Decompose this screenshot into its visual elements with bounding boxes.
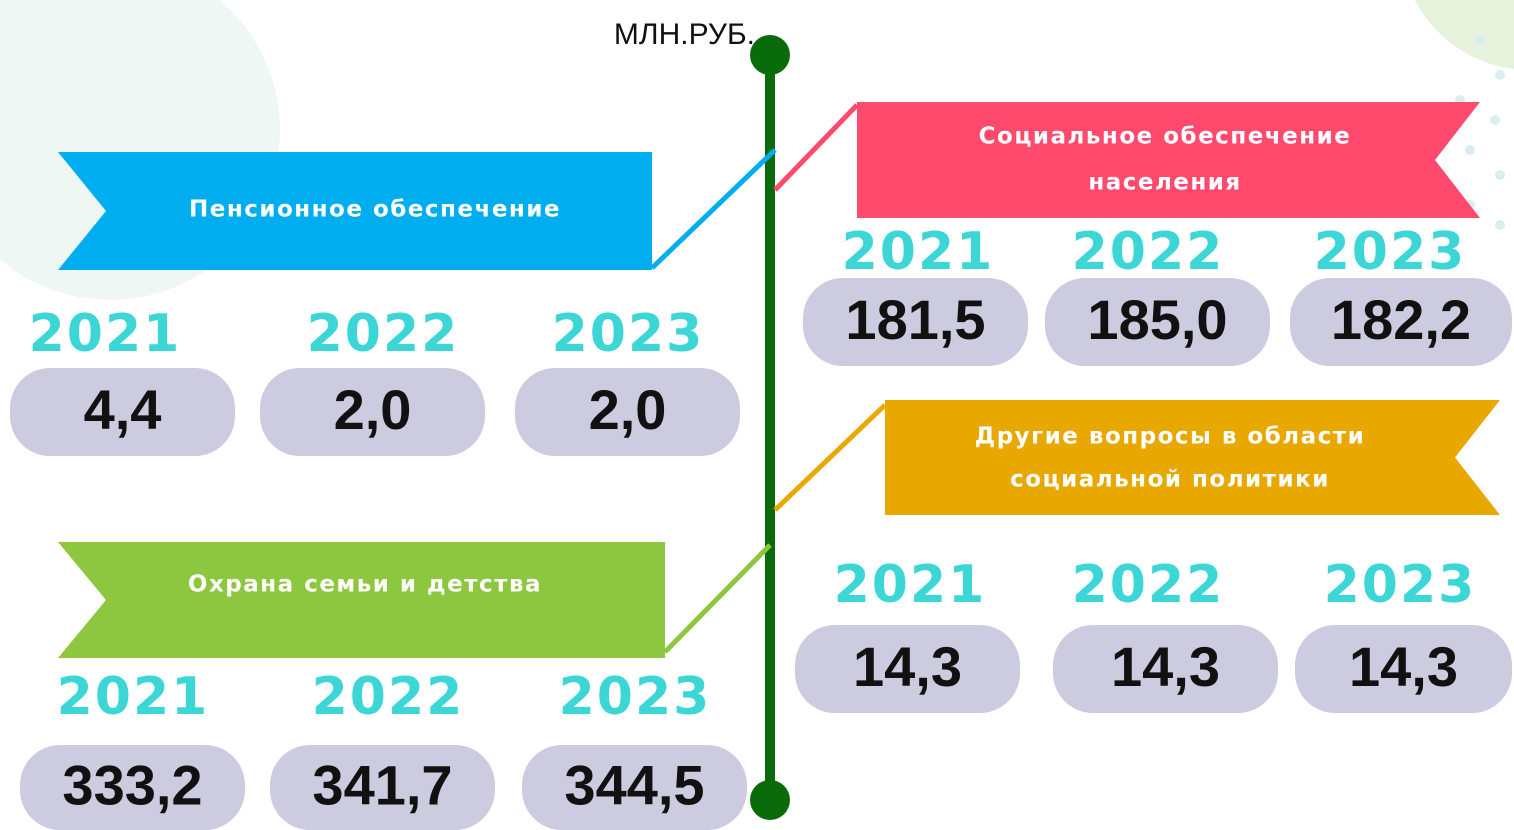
value: 14,3	[1349, 635, 1458, 698]
year: 2021	[834, 555, 987, 615]
year: 2021	[57, 667, 210, 727]
banner	[58, 152, 652, 270]
year: 2023	[559, 667, 712, 727]
value-pill	[10, 368, 235, 456]
year: 2023	[552, 304, 705, 364]
year: 2022	[1072, 222, 1225, 282]
value: 182,2	[1331, 288, 1471, 351]
value-pill	[522, 745, 747, 830]
value-pill	[260, 368, 485, 456]
value-pill	[795, 625, 1020, 713]
timeline	[765, 55, 775, 800]
banner-title: социальной политики	[1010, 467, 1330, 493]
banner-title: Другие вопросы в области	[975, 424, 1366, 450]
connector	[663, 543, 772, 654]
value: 341,7	[312, 753, 452, 816]
timeline-dot	[750, 780, 790, 820]
year: 2022	[307, 304, 460, 364]
unit-label: МЛН.РУБ.	[614, 18, 755, 51]
connector	[773, 403, 887, 512]
value: 181,5	[845, 288, 985, 351]
banner	[885, 400, 1500, 515]
value: 4,4	[84, 378, 162, 441]
value: 344,5	[564, 753, 704, 816]
value: 185,0	[1087, 288, 1227, 351]
value: 14,3	[1111, 635, 1220, 698]
banner	[857, 102, 1480, 218]
value-pill	[515, 368, 740, 456]
value-pill	[1045, 278, 1270, 366]
banner-title: Пенсионное обеспечение	[189, 197, 561, 223]
banner-title: населения	[1088, 170, 1241, 196]
year: 2021	[29, 304, 182, 364]
value-pill	[1295, 625, 1512, 713]
year: 2022	[1072, 555, 1225, 615]
timeline-dot	[750, 35, 790, 75]
value-pill	[20, 745, 245, 830]
decor-circle	[1414, 0, 1514, 70]
value: 2,0	[589, 378, 667, 441]
banner-title: Социальное обеспечение	[979, 124, 1352, 150]
year: 2023	[1324, 555, 1477, 615]
connector	[773, 103, 859, 192]
year: 2023	[1314, 222, 1467, 282]
value-pill	[270, 745, 495, 830]
connector	[650, 148, 777, 270]
year: 2022	[312, 667, 465, 727]
banner	[58, 542, 665, 658]
value: 2,0	[334, 378, 412, 441]
value-pill	[1053, 625, 1278, 713]
banner-title: Охрана семьи и детства	[188, 572, 542, 598]
year: 2021	[842, 222, 995, 282]
value-pill	[1290, 278, 1512, 366]
value: 333,2	[62, 753, 202, 816]
value: 14,3	[853, 635, 962, 698]
value-pill	[803, 278, 1028, 366]
